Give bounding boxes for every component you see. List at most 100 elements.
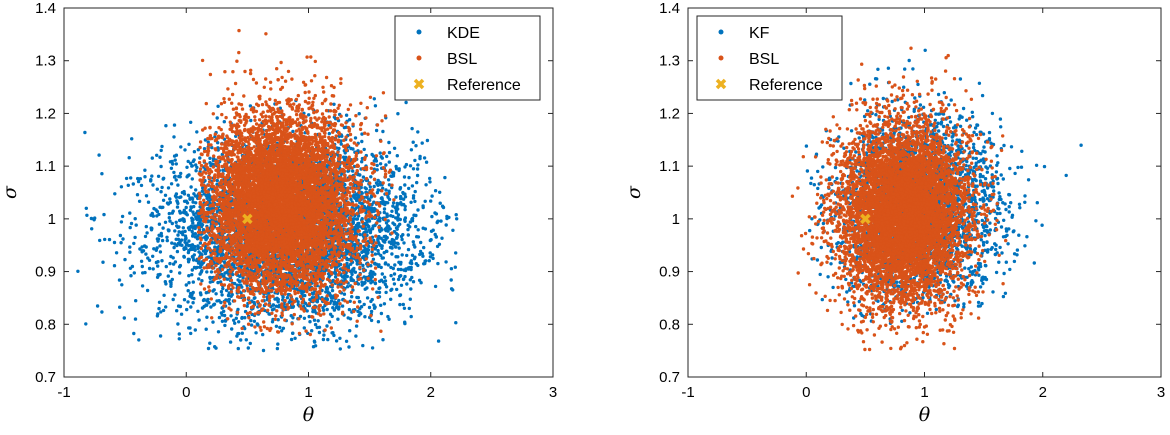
data-point	[393, 263, 397, 267]
data-point	[274, 324, 279, 328]
data-point	[187, 274, 191, 278]
data-point	[374, 159, 379, 163]
data-point	[186, 250, 191, 255]
data-point	[198, 156, 202, 160]
data-point	[424, 160, 429, 164]
data-point	[215, 116, 219, 120]
data-point	[177, 337, 181, 341]
data-point	[255, 322, 259, 326]
data-point	[191, 226, 195, 230]
data-point	[431, 256, 435, 261]
data-point	[98, 238, 102, 243]
data-point	[433, 211, 437, 215]
data-point	[194, 169, 198, 173]
data-point	[144, 252, 148, 256]
data-point	[402, 306, 407, 310]
data-point	[190, 273, 194, 277]
data-point	[162, 176, 166, 180]
data-point	[313, 344, 318, 348]
data-point	[454, 251, 458, 255]
data-point	[422, 262, 426, 266]
data-point	[178, 243, 183, 247]
data-point	[354, 198, 359, 203]
data-point	[413, 199, 417, 204]
data-point	[173, 158, 177, 162]
data-point	[379, 311, 384, 316]
data-point	[398, 262, 403, 266]
data-point	[193, 194, 198, 198]
data-point	[364, 187, 368, 191]
data-point	[372, 184, 376, 189]
data-point	[401, 197, 406, 201]
data-point	[350, 278, 355, 282]
data-point	[159, 310, 163, 314]
data-point	[178, 175, 182, 179]
data-point	[409, 148, 414, 152]
data-point	[207, 207, 211, 212]
data-point	[326, 337, 330, 342]
data-point	[276, 318, 280, 322]
data-point	[414, 262, 418, 266]
data-point	[190, 229, 194, 234]
data-point	[209, 270, 214, 274]
data-point	[360, 280, 364, 284]
data-point	[123, 257, 127, 262]
data-point	[340, 172, 344, 176]
data-point	[219, 264, 224, 268]
data-point	[302, 316, 307, 320]
data-point	[182, 199, 187, 203]
data-point	[170, 221, 174, 226]
data-point	[178, 209, 182, 213]
data-point	[238, 274, 242, 279]
data-point	[380, 197, 384, 201]
data-point	[430, 253, 435, 257]
data-point	[396, 267, 401, 272]
data-point	[396, 224, 400, 228]
data-point	[159, 148, 163, 153]
data-point	[386, 219, 390, 223]
data-point	[291, 129, 295, 134]
data-point	[272, 307, 276, 311]
data-point	[253, 296, 257, 300]
data-point	[387, 240, 392, 244]
data-point	[394, 208, 398, 213]
data-point	[388, 245, 393, 250]
data-point	[219, 290, 224, 294]
data-point	[142, 244, 147, 248]
data-point	[165, 235, 169, 239]
data-point	[353, 270, 358, 274]
data-point	[164, 264, 168, 269]
data-point	[237, 320, 241, 324]
data-point	[202, 304, 206, 309]
data-point	[341, 275, 345, 279]
data-point	[360, 250, 364, 254]
data-point	[186, 300, 190, 304]
data-point	[136, 176, 140, 181]
data-point	[405, 282, 409, 286]
data-point	[190, 243, 195, 247]
data-point	[392, 238, 396, 243]
data-point	[113, 192, 117, 196]
data-point	[222, 309, 226, 313]
data-point	[379, 253, 383, 258]
data-point	[196, 244, 200, 248]
data-point	[169, 166, 174, 170]
data-point	[203, 251, 208, 256]
data-point	[423, 227, 428, 231]
data-point	[408, 164, 413, 168]
data-point	[132, 331, 136, 336]
data-point	[187, 227, 192, 232]
data-point	[382, 234, 386, 239]
data-point	[172, 123, 177, 127]
data-point	[455, 217, 459, 221]
data-point	[177, 218, 182, 223]
data-point	[392, 146, 397, 150]
data-point	[162, 293, 166, 297]
data-point	[351, 194, 355, 198]
data-point	[156, 174, 161, 178]
data-point	[354, 334, 358, 338]
data-point	[322, 333, 326, 337]
data-point	[403, 183, 407, 187]
data-point	[406, 233, 410, 237]
data-point	[367, 305, 372, 310]
